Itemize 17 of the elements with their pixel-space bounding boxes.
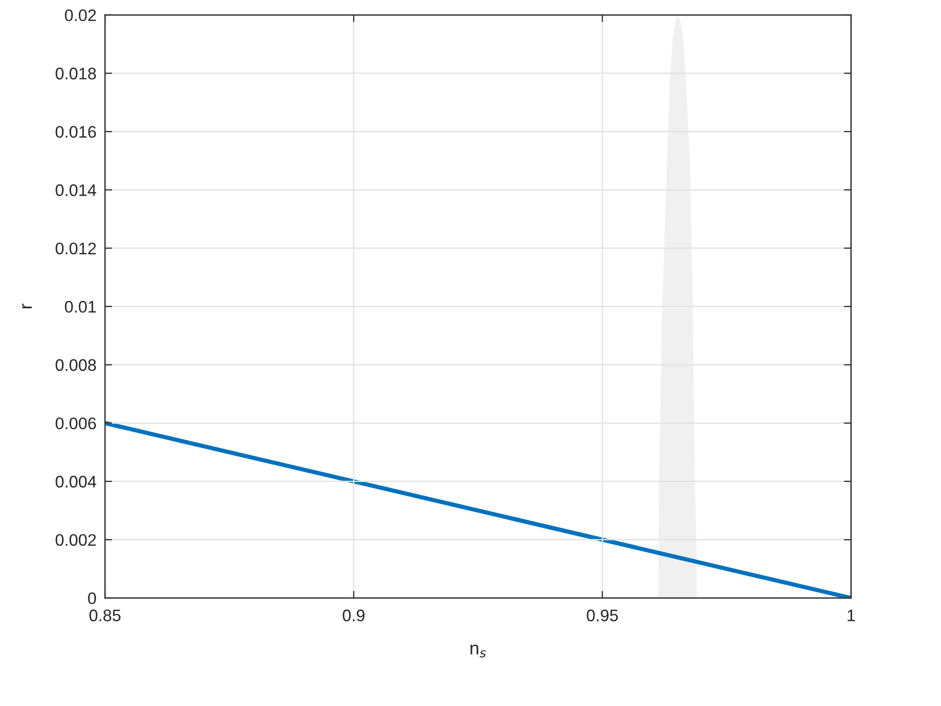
y-tick-label: 0.018 [56, 68, 96, 80]
y-tick-label: 0.004 [56, 476, 96, 488]
y-tick-label: 0.006 [56, 417, 96, 430]
y-axis-title: r [22, 304, 32, 308]
y-tick-label: 0.002 [56, 534, 96, 546]
x-tick-label: 0.9 [342, 610, 364, 622]
y-tick-label: 0.01 [64, 300, 96, 313]
y-tick-label: 0.008 [56, 359, 96, 371]
x-tick-label: 1 [848, 610, 855, 622]
y-tick-label: 0.02 [64, 9, 96, 22]
y-tick-label: 0 [88, 592, 96, 604]
x-axis-title: n$_{s}$ [470, 644, 486, 658]
y-tick-label: 0.016 [56, 126, 96, 138]
y-tick-label: 0.014 [56, 184, 96, 196]
y-tick-label: 0.012 [56, 242, 96, 254]
x-tick-label: 0.85 [89, 610, 121, 622]
x-tick-label: 0.95 [586, 610, 618, 622]
